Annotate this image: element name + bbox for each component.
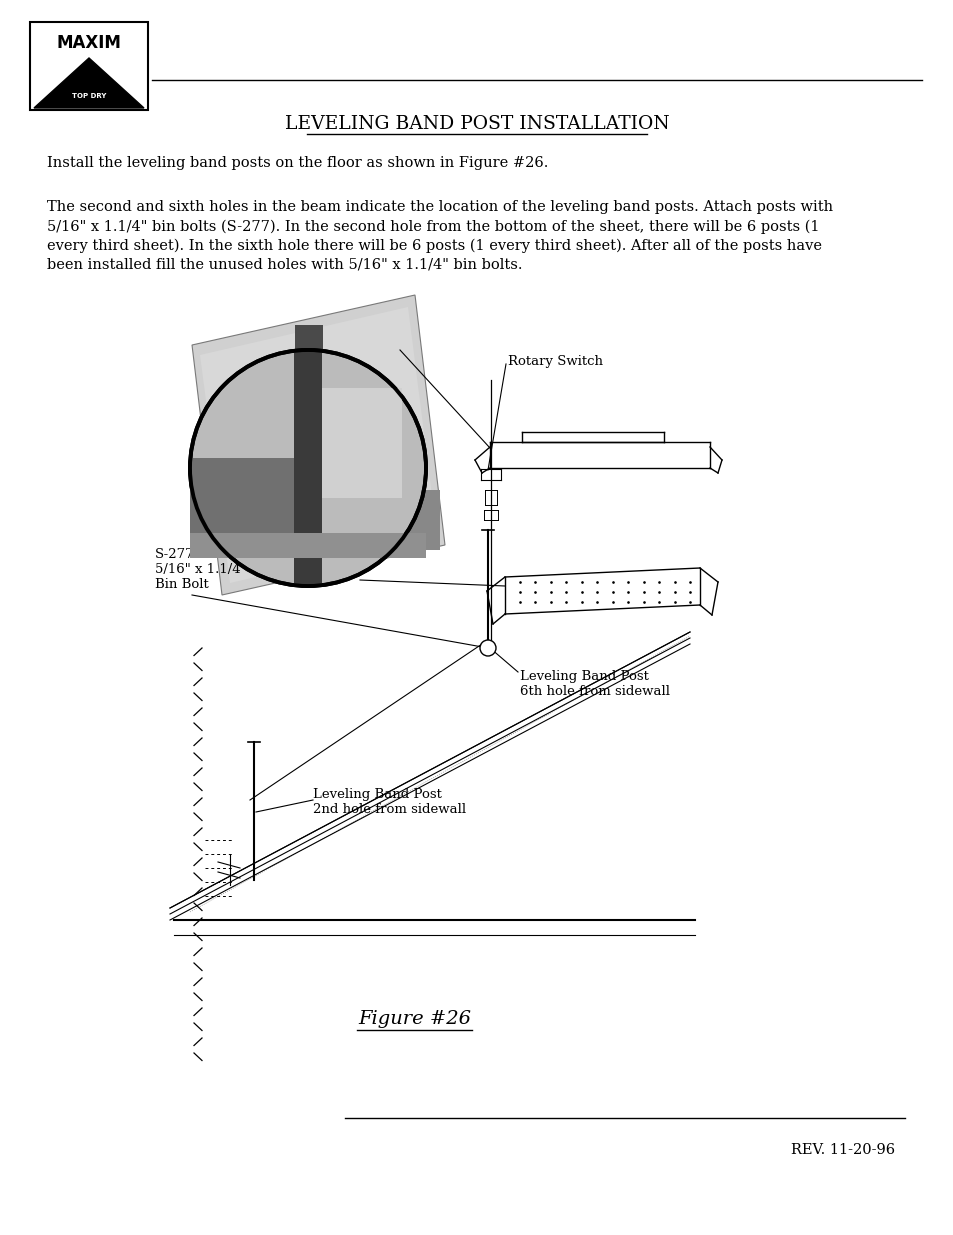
Bar bbox=[322, 388, 401, 498]
Text: The second and sixth holes in the beam indicate the location of the leveling ban: The second and sixth holes in the beam i… bbox=[47, 200, 832, 272]
Polygon shape bbox=[192, 295, 444, 595]
Text: Figure #26: Figure #26 bbox=[358, 1010, 471, 1028]
Polygon shape bbox=[200, 308, 436, 583]
Circle shape bbox=[479, 640, 496, 656]
Text: Rotary Switch: Rotary Switch bbox=[507, 354, 602, 368]
Bar bbox=[190, 458, 294, 538]
Bar bbox=[294, 350, 322, 585]
Text: Install the leveling band posts on the floor as shown in Figure #26.: Install the leveling band posts on the f… bbox=[47, 156, 548, 170]
Bar bbox=[190, 534, 426, 558]
Text: Leveling Band Post
2nd hole from sidewall: Leveling Band Post 2nd hole from sidewal… bbox=[313, 788, 466, 816]
Text: LEVELING BAND POST INSTALLATION: LEVELING BAND POST INSTALLATION bbox=[284, 115, 669, 133]
Text: S-277
5/16" x 1.1/4"
Bin Bolt: S-277 5/16" x 1.1/4" Bin Bolt bbox=[154, 548, 247, 592]
Text: TOP DRY: TOP DRY bbox=[71, 93, 106, 99]
Bar bbox=[200, 490, 439, 550]
Text: MAXIM: MAXIM bbox=[56, 35, 121, 52]
Circle shape bbox=[190, 350, 426, 585]
Text: REV. 11-20-96: REV. 11-20-96 bbox=[790, 1144, 894, 1157]
Polygon shape bbox=[34, 58, 144, 107]
Bar bbox=[294, 325, 323, 576]
Text: Leveling Band Post
6th hole from sidewall: Leveling Band Post 6th hole from sidewal… bbox=[519, 671, 669, 698]
Bar bbox=[30, 22, 148, 110]
